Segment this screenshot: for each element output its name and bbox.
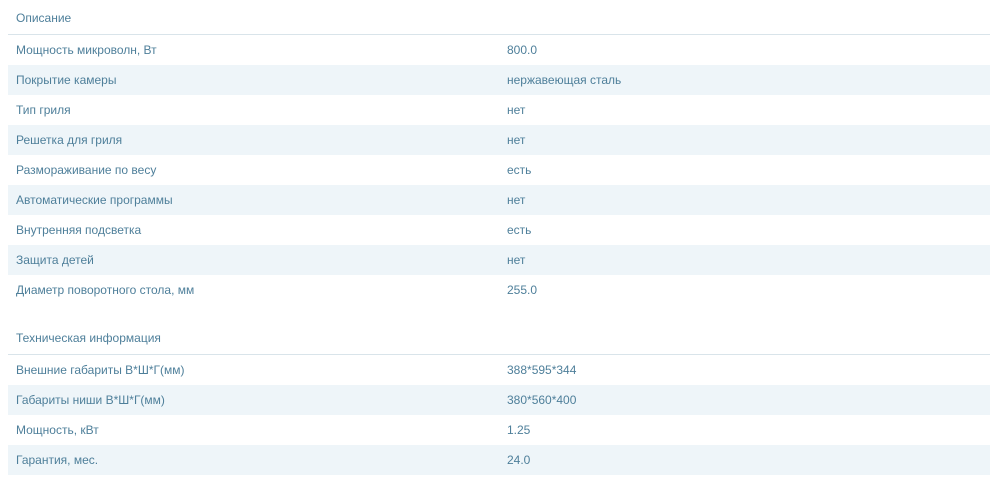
spec-row: Гарантия, мес. 24.0: [8, 445, 990, 475]
spec-row: Автоматические программы нет: [8, 185, 990, 215]
spec-name: Защита детей: [16, 253, 94, 267]
spec-row: Диаметр поворотного стола, мм 255.0: [8, 275, 990, 305]
spec-row: Габариты ниши В*Ш*Г(мм) 380*560*400: [8, 385, 990, 415]
spec-value: нет: [507, 193, 526, 207]
spec-value: 800.0: [507, 43, 538, 57]
spec-row: Решетка для гриля нет: [8, 125, 990, 155]
spec-row: Покрытие камеры нержавеющая сталь: [8, 65, 990, 95]
spec-row: Мощность, кВт 1.25: [8, 415, 990, 445]
spec-row: Внутренняя подсветка есть: [8, 215, 990, 245]
specifications-table: Описание Мощность микроволн, Вт 800.0 По…: [8, 0, 990, 475]
spec-name: Решетка для гриля: [16, 133, 123, 147]
spec-name: Тип гриля: [16, 103, 71, 117]
spec-name: Габариты ниши В*Ш*Г(мм): [16, 393, 165, 407]
spec-row: Тип гриля нет: [8, 95, 990, 125]
spec-value: 388*595*344: [507, 363, 577, 377]
spec-name: Гарантия, мес.: [16, 453, 99, 467]
spec-name: Покрытие камеры: [16, 73, 117, 87]
spec-row: Мощность микроволн, Вт 800.0: [8, 35, 990, 65]
spec-name: Мощность, кВт: [16, 423, 99, 437]
spec-value: 255.0: [507, 283, 538, 297]
spec-value: 380*560*400: [507, 393, 577, 407]
spec-value: нет: [507, 103, 526, 117]
spec-value: 1.25: [507, 423, 531, 437]
spec-row: Внешние габариты В*Ш*Г(мм) 388*595*344: [8, 355, 990, 385]
spec-name: Внешние габариты В*Ш*Г(мм): [16, 363, 185, 377]
spec-value: есть: [507, 223, 532, 237]
spec-name: Мощность микроволн, Вт: [16, 43, 157, 57]
spec-name: Диаметр поворотного стола, мм: [16, 283, 195, 297]
section-header-description: Описание: [8, 0, 990, 35]
spec-value: есть: [507, 163, 532, 177]
section-header-technical-info: Техническая информация: [8, 320, 990, 355]
spec-row: Защита детей нет: [8, 245, 990, 275]
spec-value: нет: [507, 253, 526, 267]
spec-row: Размораживание по весу есть: [8, 155, 990, 185]
spec-name: Автоматические программы: [16, 193, 173, 207]
spec-name: Размораживание по весу: [16, 163, 157, 177]
spec-value: 24.0: [507, 453, 531, 467]
spec-value: нет: [507, 133, 526, 147]
spec-value: нержавеющая сталь: [507, 73, 622, 87]
spec-name: Внутренняя подсветка: [16, 223, 142, 237]
